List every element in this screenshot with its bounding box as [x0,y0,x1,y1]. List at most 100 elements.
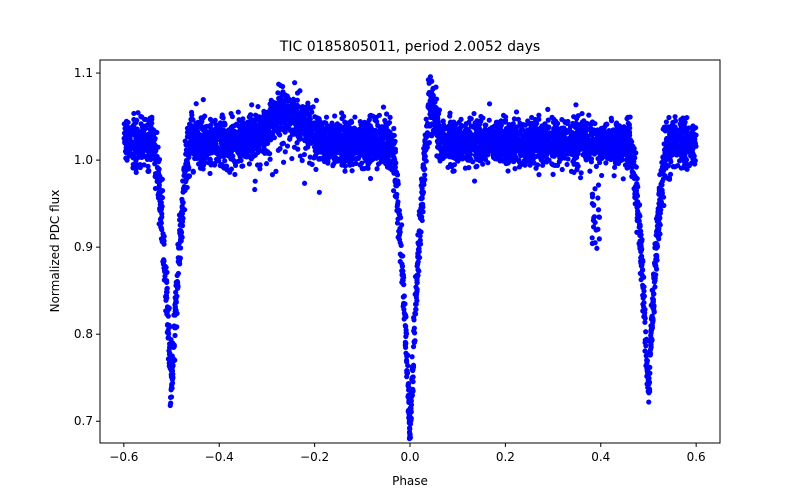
data-point [173,282,179,289]
data-point [300,116,306,122]
data-point [486,117,492,123]
data-point [376,112,383,118]
data-point [272,127,278,133]
data-point [402,342,408,348]
data-point [349,168,355,174]
data-point [513,109,520,115]
data-point [210,134,217,140]
data-point [349,142,355,149]
data-point [545,106,551,112]
data-point [666,126,672,132]
data-point [599,172,605,179]
data-point [422,139,428,145]
data-point [329,140,336,147]
data-point [378,159,384,165]
data-point [164,279,170,285]
data-point [231,138,237,144]
data-point [190,168,196,174]
data-point [221,127,227,133]
data-point [124,127,131,133]
data-point [428,114,434,121]
data-point [411,314,417,321]
data-point [591,214,598,220]
data-point [603,160,609,166]
data-point [168,387,174,393]
data-point [502,119,508,125]
data-point [510,130,516,136]
data-point [516,164,523,170]
data-point [397,258,403,265]
data-point [212,117,218,123]
data-point [545,125,551,131]
data-point [271,99,277,106]
data-point [294,97,300,103]
data-point [681,126,688,132]
data-point [641,274,647,280]
data-point [161,265,167,271]
data-point [204,149,210,155]
data-point [589,235,595,241]
data-point [406,420,412,426]
data-point [678,165,684,171]
data-point [508,125,514,131]
data-point [429,133,435,139]
data-point [594,245,600,251]
data-point [142,126,148,132]
data-point [260,139,266,145]
data-point [279,91,285,97]
data-point [672,140,678,146]
data-point [551,144,557,150]
data-point [615,155,621,162]
data-point [555,126,561,132]
data-point [531,160,537,166]
data-point [666,143,672,149]
data-point [626,156,632,163]
data-point [502,130,508,136]
data-point [589,194,596,200]
data-point [289,155,295,162]
data-point [254,145,260,151]
data-point [638,239,644,245]
data-point [394,220,401,226]
data-point [172,312,178,318]
data-point [366,117,372,123]
data-point [690,156,696,162]
data-point [322,141,328,147]
data-point [417,241,424,247]
data-point [458,142,464,148]
data-point [179,222,185,228]
data-point [414,298,420,304]
data-point [647,338,653,345]
data-point [276,81,282,87]
data-point [313,134,319,141]
data-point [376,143,382,149]
data-point [375,122,381,129]
data-point [410,344,417,350]
data-point [651,291,657,297]
data-point [146,119,153,125]
data-point [640,259,646,265]
data-point [653,240,659,246]
data-point [414,274,420,281]
data-point [179,199,186,205]
data-point [281,126,288,133]
data-point [133,137,139,143]
data-point [672,131,679,137]
data-point [193,143,199,149]
data-point [557,155,563,161]
data-point [186,165,192,171]
data-point [401,274,407,281]
data-point [452,122,459,128]
data-point [356,147,363,153]
data-point [551,116,557,122]
data-point [646,399,652,405]
data-point [572,145,578,151]
data-point [169,380,176,386]
data-point [454,151,460,157]
data-point [511,116,517,122]
data-point [297,88,303,94]
data-point [409,354,415,360]
data-point [333,141,340,147]
data-point [495,119,501,126]
